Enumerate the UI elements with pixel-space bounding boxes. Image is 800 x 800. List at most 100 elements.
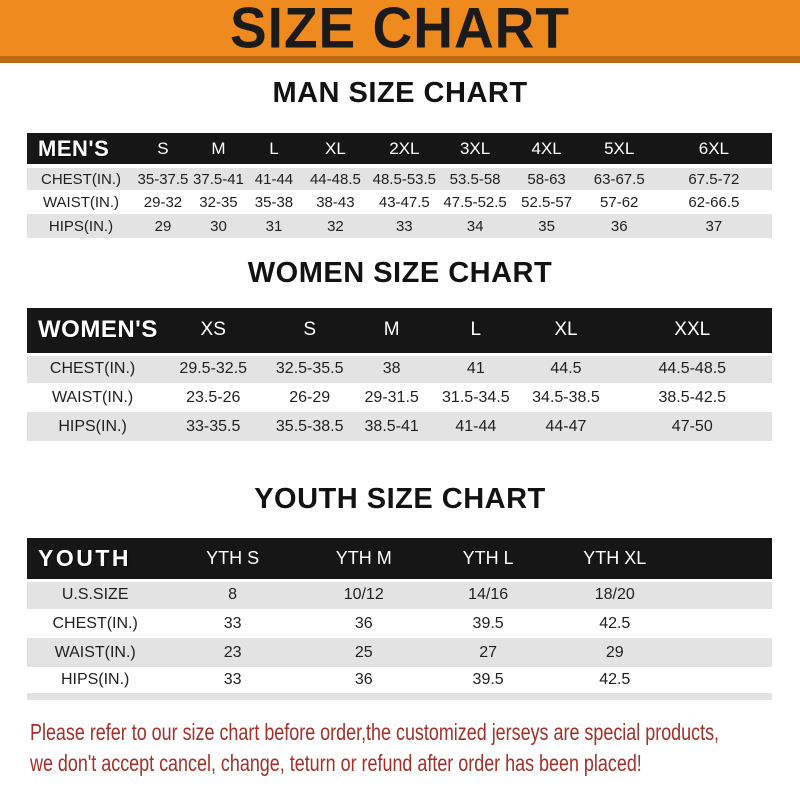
table-cell: 32.5-35.5 <box>268 354 352 383</box>
table-cell: 33 <box>163 667 302 696</box>
table-cell: 36 <box>582 214 656 238</box>
row-label: HIPS(IN.) <box>27 214 136 238</box>
table-cell: 37.5-41 <box>190 166 247 190</box>
table-cell: 38.5-42.5 <box>612 383 772 412</box>
table-cell: 44-47 <box>519 412 613 441</box>
table-row: CHEST(IN.) 33 36 39.5 42.5 <box>27 609 772 638</box>
row-label: CHEST(IN.) <box>27 354 159 383</box>
column-header: M <box>190 133 247 168</box>
table-cell: 30 <box>190 214 247 238</box>
table-cell: 38 <box>351 354 433 383</box>
table-cell: 31 <box>246 214 302 238</box>
table-cell: 58-63 <box>510 166 583 190</box>
table-header-row: WOMEN'S XS S M L XL XXL <box>27 308 772 356</box>
row-label: WAIST(IN.) <box>27 638 164 667</box>
empty-cell <box>678 609 772 638</box>
table-cell: 63-67.5 <box>582 166 656 190</box>
table-cell: 57-62 <box>582 190 656 214</box>
men-size-table: MEN'S S M L XL 2XL 3XL 4XL 5XL 6XL CHEST(IN.) 35-37… <box>27 133 772 238</box>
table-cell: 35-38 <box>246 190 302 214</box>
table-row: CHEST(IN.) 29.5-32.5 32.5-35.5 38 41 44.5 44.5… <box>27 354 772 383</box>
table-cell: 14/16 <box>425 580 551 609</box>
table-cell: 35 <box>510 214 583 238</box>
footer-note: Please refer to our size chart before or… <box>30 717 800 779</box>
table-cell: 23 <box>163 638 302 667</box>
women-section-heading: WOMEN SIZE CHART <box>247 257 553 289</box>
table-cell: 23.5-26 <box>158 383 269 412</box>
empty-cell <box>678 580 772 609</box>
row-label: CHEST(IN.) <box>27 166 136 190</box>
table-cell: 29 <box>550 638 679 667</box>
table-row: HIPS(IN.) 33 36 39.5 42.5 <box>27 667 772 696</box>
table-cell: 29 <box>135 214 191 238</box>
table-cell: 36 <box>301 667 426 696</box>
column-header: 6XL <box>655 133 772 168</box>
table-title: YOUTH <box>27 538 164 582</box>
section-women: WOMEN SIZE CHART WOMEN'S XS S M L XL XXL CHEST(… <box>0 259 800 441</box>
table-cell: 33 <box>368 214 440 238</box>
table-row: WAIST(IN.) 23 25 27 29 <box>27 638 772 667</box>
footer-line-2: we don't accept cancel, change, teturn o… <box>30 749 642 776</box>
table-cell: 53.5-58 <box>439 166 511 190</box>
table-cell: 26-29 <box>268 383 352 412</box>
table-cell: 38-43 <box>301 190 369 214</box>
table-cell: 41-44 <box>246 166 302 190</box>
table-row: HIPS(IN.) 29 30 31 32 33 34 35 36 37 <box>27 214 772 238</box>
footer-line-1: Please refer to our size chart before or… <box>30 718 720 745</box>
page-title: SIZE CHART <box>230 0 570 60</box>
table-cell: 44.5 <box>519 354 613 383</box>
table-cell: 31.5-34.5 <box>432 383 520 412</box>
table-cell: 67.5-72 <box>655 166 772 190</box>
column-header: 2XL <box>368 133 440 168</box>
column-header: 4XL <box>510 133 583 168</box>
row-label: HIPS(IN.) <box>27 667 164 696</box>
table-cell: 42.5 <box>550 609 679 638</box>
section-youth: YOUTH SIZE CHART YOUTH YTH S YTH M YTH L YTH… <box>0 485 800 700</box>
row-label: HIPS(IN.) <box>27 412 159 441</box>
youth-section-heading: YOUTH SIZE CHART <box>254 483 546 515</box>
table-row: WAIST(IN.) 29-32 32-35 35-38 38-43 43-47.5 47.… <box>27 190 772 214</box>
table-cell: 32 <box>301 214 369 238</box>
table-cell: 44-48.5 <box>301 166 369 190</box>
column-header: L <box>246 133 302 168</box>
table-cell: 39.5 <box>425 667 551 696</box>
table-cell: 10/12 <box>301 580 426 609</box>
youth-size-table: YOUTH YTH S YTH M YTH L YTH XL U.S.SIZE 8 10/12… <box>27 538 772 700</box>
table-row: CHEST(IN.) 35-37.5 37.5-41 41-44 44-48.5 48.5… <box>27 166 772 190</box>
table-cell: 35.5-38.5 <box>268 412 352 441</box>
table-cell: 29.5-32.5 <box>158 354 269 383</box>
size-chart-page: SIZE CHART MAN SIZE CHART MEN'S S M L XL 2XL 3… <box>0 0 800 779</box>
table-cell: 41 <box>432 354 520 383</box>
section-men: MAN SIZE CHART MEN'S S M L XL 2XL 3XL 4XL 5XL 6XL… <box>0 79 800 238</box>
table-cell: 62-66.5 <box>655 190 772 214</box>
table-title: MEN'S <box>27 133 136 168</box>
empty-header-cell <box>678 538 772 582</box>
table-cell: 33-35.5 <box>158 412 269 441</box>
column-header: XL <box>301 133 369 168</box>
men-section-heading: MAN SIZE CHART <box>272 77 528 109</box>
women-size-table: WOMEN'S XS S M L XL XXL CHEST(IN.) 29.5-32.5 32.5… <box>27 308 772 441</box>
column-header: S <box>135 133 191 168</box>
empty-cell <box>678 667 772 696</box>
column-header: YTH L <box>425 538 551 582</box>
row-label: U.S.SIZE <box>27 580 164 609</box>
table-cell: 27 <box>425 638 551 667</box>
banner: SIZE CHART <box>0 0 800 63</box>
column-header: XXL <box>612 308 772 356</box>
table-cell: 37 <box>655 214 772 238</box>
column-header: S <box>268 308 352 356</box>
table-cell: 33 <box>163 609 302 638</box>
table-cell: 25 <box>301 638 426 667</box>
table-header-row: MEN'S S M L XL 2XL 3XL 4XL 5XL 6XL <box>27 133 772 168</box>
table-cell: 47.5-52.5 <box>439 190 511 214</box>
table-header-row: YOUTH YTH S YTH M YTH L YTH XL <box>27 538 772 582</box>
table-cell: 42.5 <box>550 667 679 696</box>
table-cell: 48.5-53.5 <box>368 166 440 190</box>
table-cell: 44.5-48.5 <box>612 354 772 383</box>
table-cell: 8 <box>163 580 302 609</box>
row-label: CHEST(IN.) <box>27 609 164 638</box>
column-header: 3XL <box>439 133 511 168</box>
table-cell: 39.5 <box>425 609 551 638</box>
row-label: WAIST(IN.) <box>27 383 159 412</box>
empty-cell <box>678 638 772 667</box>
